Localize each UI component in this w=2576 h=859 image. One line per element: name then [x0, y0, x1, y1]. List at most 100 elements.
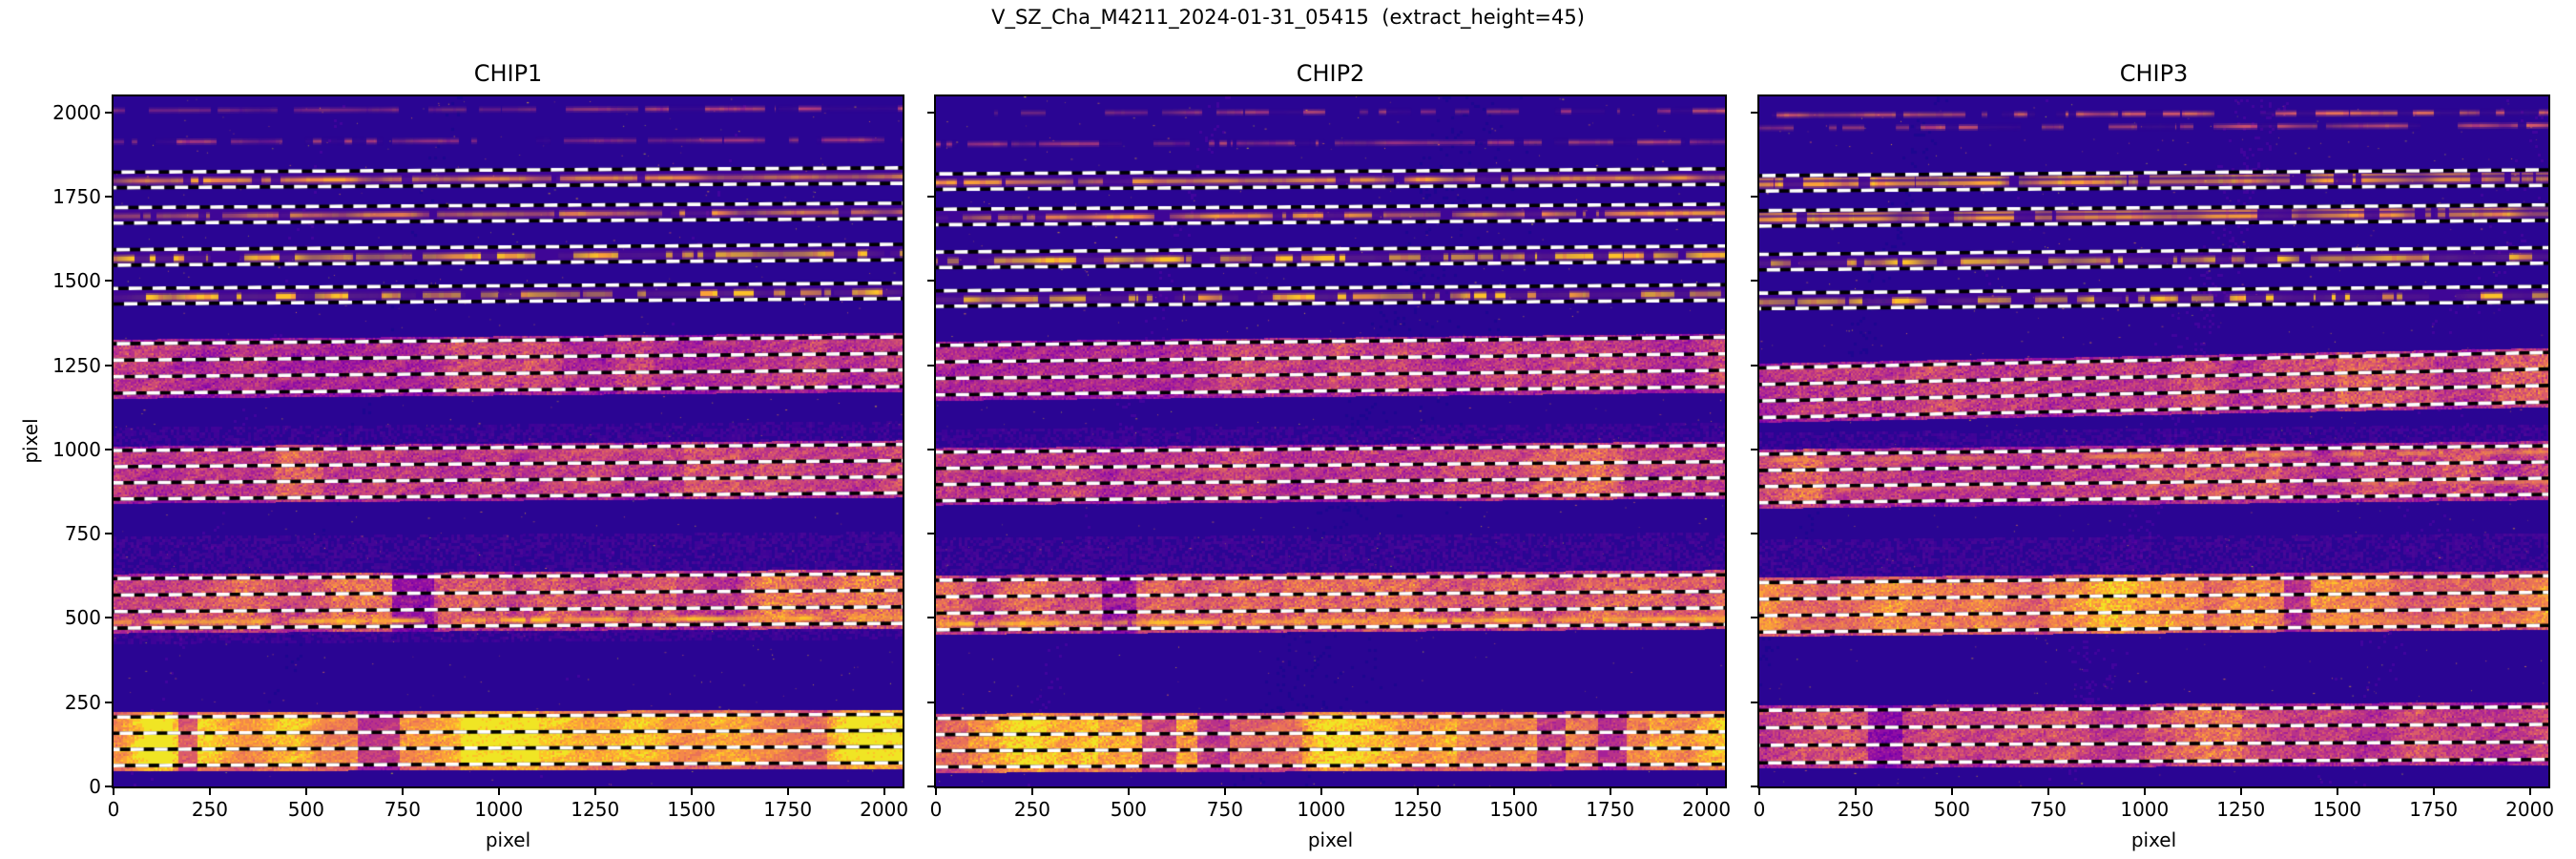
y-tick-mark — [927, 786, 934, 787]
x-tick-mark — [2239, 788, 2242, 795]
x-tick-mark — [935, 788, 937, 795]
y-tick-mark — [105, 786, 112, 787]
x-tick-mark — [1854, 788, 1857, 795]
x-tick-label: 1250 — [571, 798, 620, 821]
x-tick-mark — [208, 788, 211, 795]
x-tick-label: 500 — [1933, 798, 1970, 821]
y-tick-mark — [105, 617, 112, 619]
x-tick-mark — [1512, 788, 1515, 795]
panel-title-chip3: CHIP3 — [2119, 60, 2189, 87]
x-tick-mark — [883, 788, 885, 795]
heatmap-panel-chip1 — [112, 94, 904, 788]
y-tick-mark — [1751, 786, 1757, 787]
x-tick-mark — [2143, 788, 2146, 795]
x-tick-mark — [1609, 788, 1611, 795]
x-tick-label: 1750 — [1586, 798, 1635, 821]
x-tick-mark — [497, 788, 500, 795]
x-tick-label: 750 — [1206, 798, 1243, 821]
x-tick-mark — [1127, 788, 1130, 795]
x-tick-mark — [2336, 788, 2338, 795]
y-tick-mark — [1751, 617, 1757, 619]
y-tick-mark — [105, 364, 112, 367]
y-tick-mark — [1751, 533, 1757, 535]
x-tick-label: 1000 — [474, 798, 524, 821]
y-tick-mark — [927, 533, 934, 535]
x-tick-mark — [2528, 788, 2531, 795]
y-tick-mark — [1751, 111, 1757, 114]
x-tick-label: 0 — [1753, 798, 1766, 821]
chip2-heatmap-canvas — [936, 96, 1725, 786]
y-tick-mark — [927, 701, 934, 703]
heatmap-panel-chip3 — [1757, 94, 2550, 788]
y-tick-label: 0 — [89, 775, 101, 798]
x-tick-label: 250 — [1013, 798, 1051, 821]
x-tick-mark — [1319, 788, 1322, 795]
y-tick-label: 500 — [64, 606, 101, 630]
figure-title: V_SZ_Cha_M4211_2024-01-31_05415 (extract… — [991, 6, 1585, 29]
x-tick-mark — [690, 788, 693, 795]
y-tick-mark — [1751, 280, 1757, 283]
y-tick-label: 1500 — [52, 269, 101, 293]
x-tick-label: 1750 — [763, 798, 813, 821]
y-tick-mark — [1751, 701, 1757, 703]
y-tick-mark — [105, 448, 112, 450]
y-tick-mark — [1751, 364, 1757, 367]
x-tick-mark — [786, 788, 789, 795]
x-tick-mark — [1030, 788, 1033, 795]
y-tick-mark — [1751, 448, 1757, 450]
y-tick-mark — [1751, 196, 1757, 199]
x-tick-label: 2000 — [1682, 798, 1732, 821]
x-tick-label: 1500 — [1489, 798, 1539, 821]
x-tick-mark — [113, 788, 114, 795]
x-tick-mark — [1223, 788, 1226, 795]
y-tick-mark — [105, 701, 112, 703]
x-tick-label: 500 — [1110, 798, 1147, 821]
x-tick-label: 2000 — [860, 798, 909, 821]
y-tick-mark — [927, 364, 934, 367]
y-tick-mark — [105, 111, 112, 114]
heatmap-panel-chip2 — [934, 94, 1727, 788]
x-tick-mark — [1416, 788, 1419, 795]
y-tick-mark — [927, 196, 934, 199]
x-tick-label: 1500 — [2313, 798, 2362, 821]
y-tick-mark — [927, 111, 934, 114]
y-tick-mark — [105, 196, 112, 199]
y-tick-label: 1250 — [52, 353, 101, 377]
x-axis-label-chip2: pixel — [1307, 828, 1354, 851]
x-tick-mark — [401, 788, 404, 795]
x-axis-label-chip1: pixel — [485, 828, 531, 851]
y-tick-label: 250 — [64, 690, 101, 714]
x-tick-mark — [2046, 788, 2049, 795]
x-tick-label: 0 — [929, 798, 943, 821]
y-tick-mark — [105, 533, 112, 535]
x-tick-label: 750 — [384, 798, 421, 821]
chip1-heatmap-canvas — [114, 96, 903, 786]
x-tick-label: 250 — [1837, 798, 1875, 821]
y-tick-mark — [927, 617, 934, 619]
x-tick-mark — [2432, 788, 2435, 795]
x-tick-label: 250 — [191, 798, 229, 821]
x-tick-mark — [304, 788, 307, 795]
x-tick-label: 500 — [287, 798, 324, 821]
x-tick-label: 1000 — [1297, 798, 1346, 821]
y-tick-mark — [927, 280, 934, 283]
y-tick-label: 1750 — [52, 185, 101, 209]
x-tick-label: 0 — [107, 798, 120, 821]
y-tick-label: 1000 — [52, 437, 101, 461]
x-tick-label: 1250 — [1393, 798, 1443, 821]
x-tick-label: 1750 — [2409, 798, 2459, 821]
y-tick-label: 2000 — [52, 100, 101, 124]
x-tick-mark — [1758, 788, 1760, 795]
x-tick-label: 2000 — [2505, 798, 2555, 821]
x-tick-mark — [1950, 788, 1953, 795]
x-tick-label: 750 — [2029, 798, 2067, 821]
y-tick-label: 750 — [64, 522, 101, 546]
x-tick-mark — [593, 788, 596, 795]
x-tick-label: 1500 — [667, 798, 717, 821]
x-tick-mark — [1705, 788, 1708, 795]
x-tick-label: 1000 — [2120, 798, 2170, 821]
x-tick-label: 1250 — [2216, 798, 2266, 821]
x-axis-label-chip3: pixel — [2130, 828, 2177, 851]
y-tick-mark — [105, 280, 112, 283]
chip3-heatmap-canvas — [1759, 96, 2548, 786]
